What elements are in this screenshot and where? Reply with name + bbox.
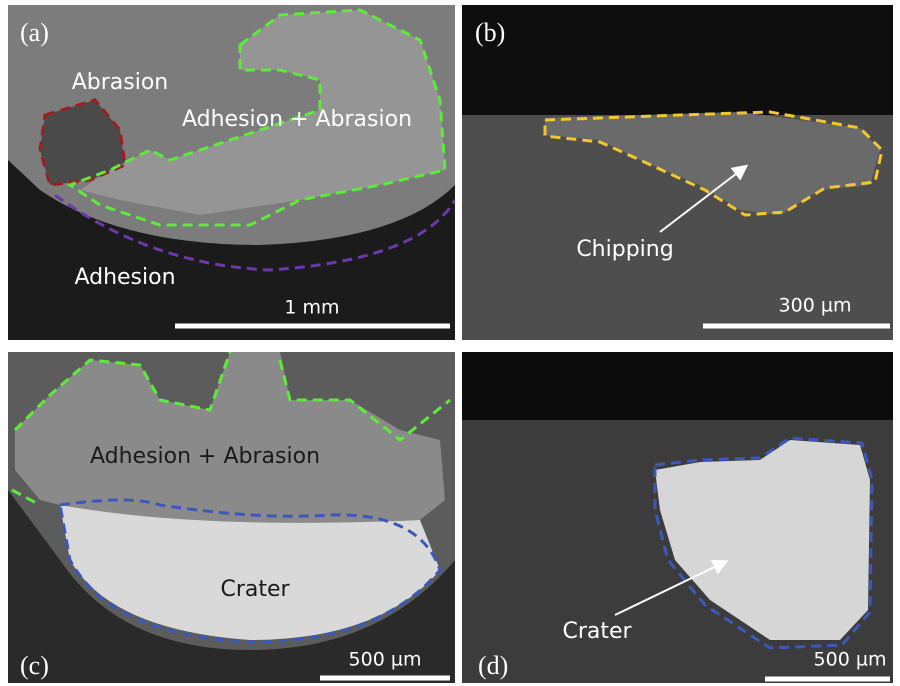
scale-label: 500 µm <box>349 649 422 671</box>
panel-label: (c) <box>20 651 49 680</box>
annotation: Chipping <box>576 237 673 262</box>
annotation: Crater <box>562 619 632 644</box>
figure: (a) Abrasion Adhesion + Abrasion Adhesio… <box>0 0 900 686</box>
panel-label: (b) <box>475 18 505 47</box>
annotation: Abrasion <box>72 70 169 95</box>
annotation: Adhesion + Abrasion <box>182 107 412 132</box>
annotation: Adhesion + Abrasion <box>90 444 320 469</box>
scale-label: 1 mm <box>284 297 339 319</box>
scale-label: 500 µm <box>814 649 887 671</box>
panel-a: (a) Abrasion Adhesion + Abrasion Adhesio… <box>8 5 455 340</box>
panel-c: Adhesion + Abrasion Crater (c) 500 µm <box>8 352 455 683</box>
scale-label: 300 µm <box>779 295 852 317</box>
panel-b: (b) Chipping 300 µm <box>462 5 893 340</box>
panel-d: Crater (d) 500 µm <box>462 352 893 683</box>
annotation: Adhesion <box>74 265 175 290</box>
panel-label: (a) <box>20 18 49 47</box>
annotation: Crater <box>220 577 290 602</box>
panel-label: (d) <box>478 651 508 680</box>
